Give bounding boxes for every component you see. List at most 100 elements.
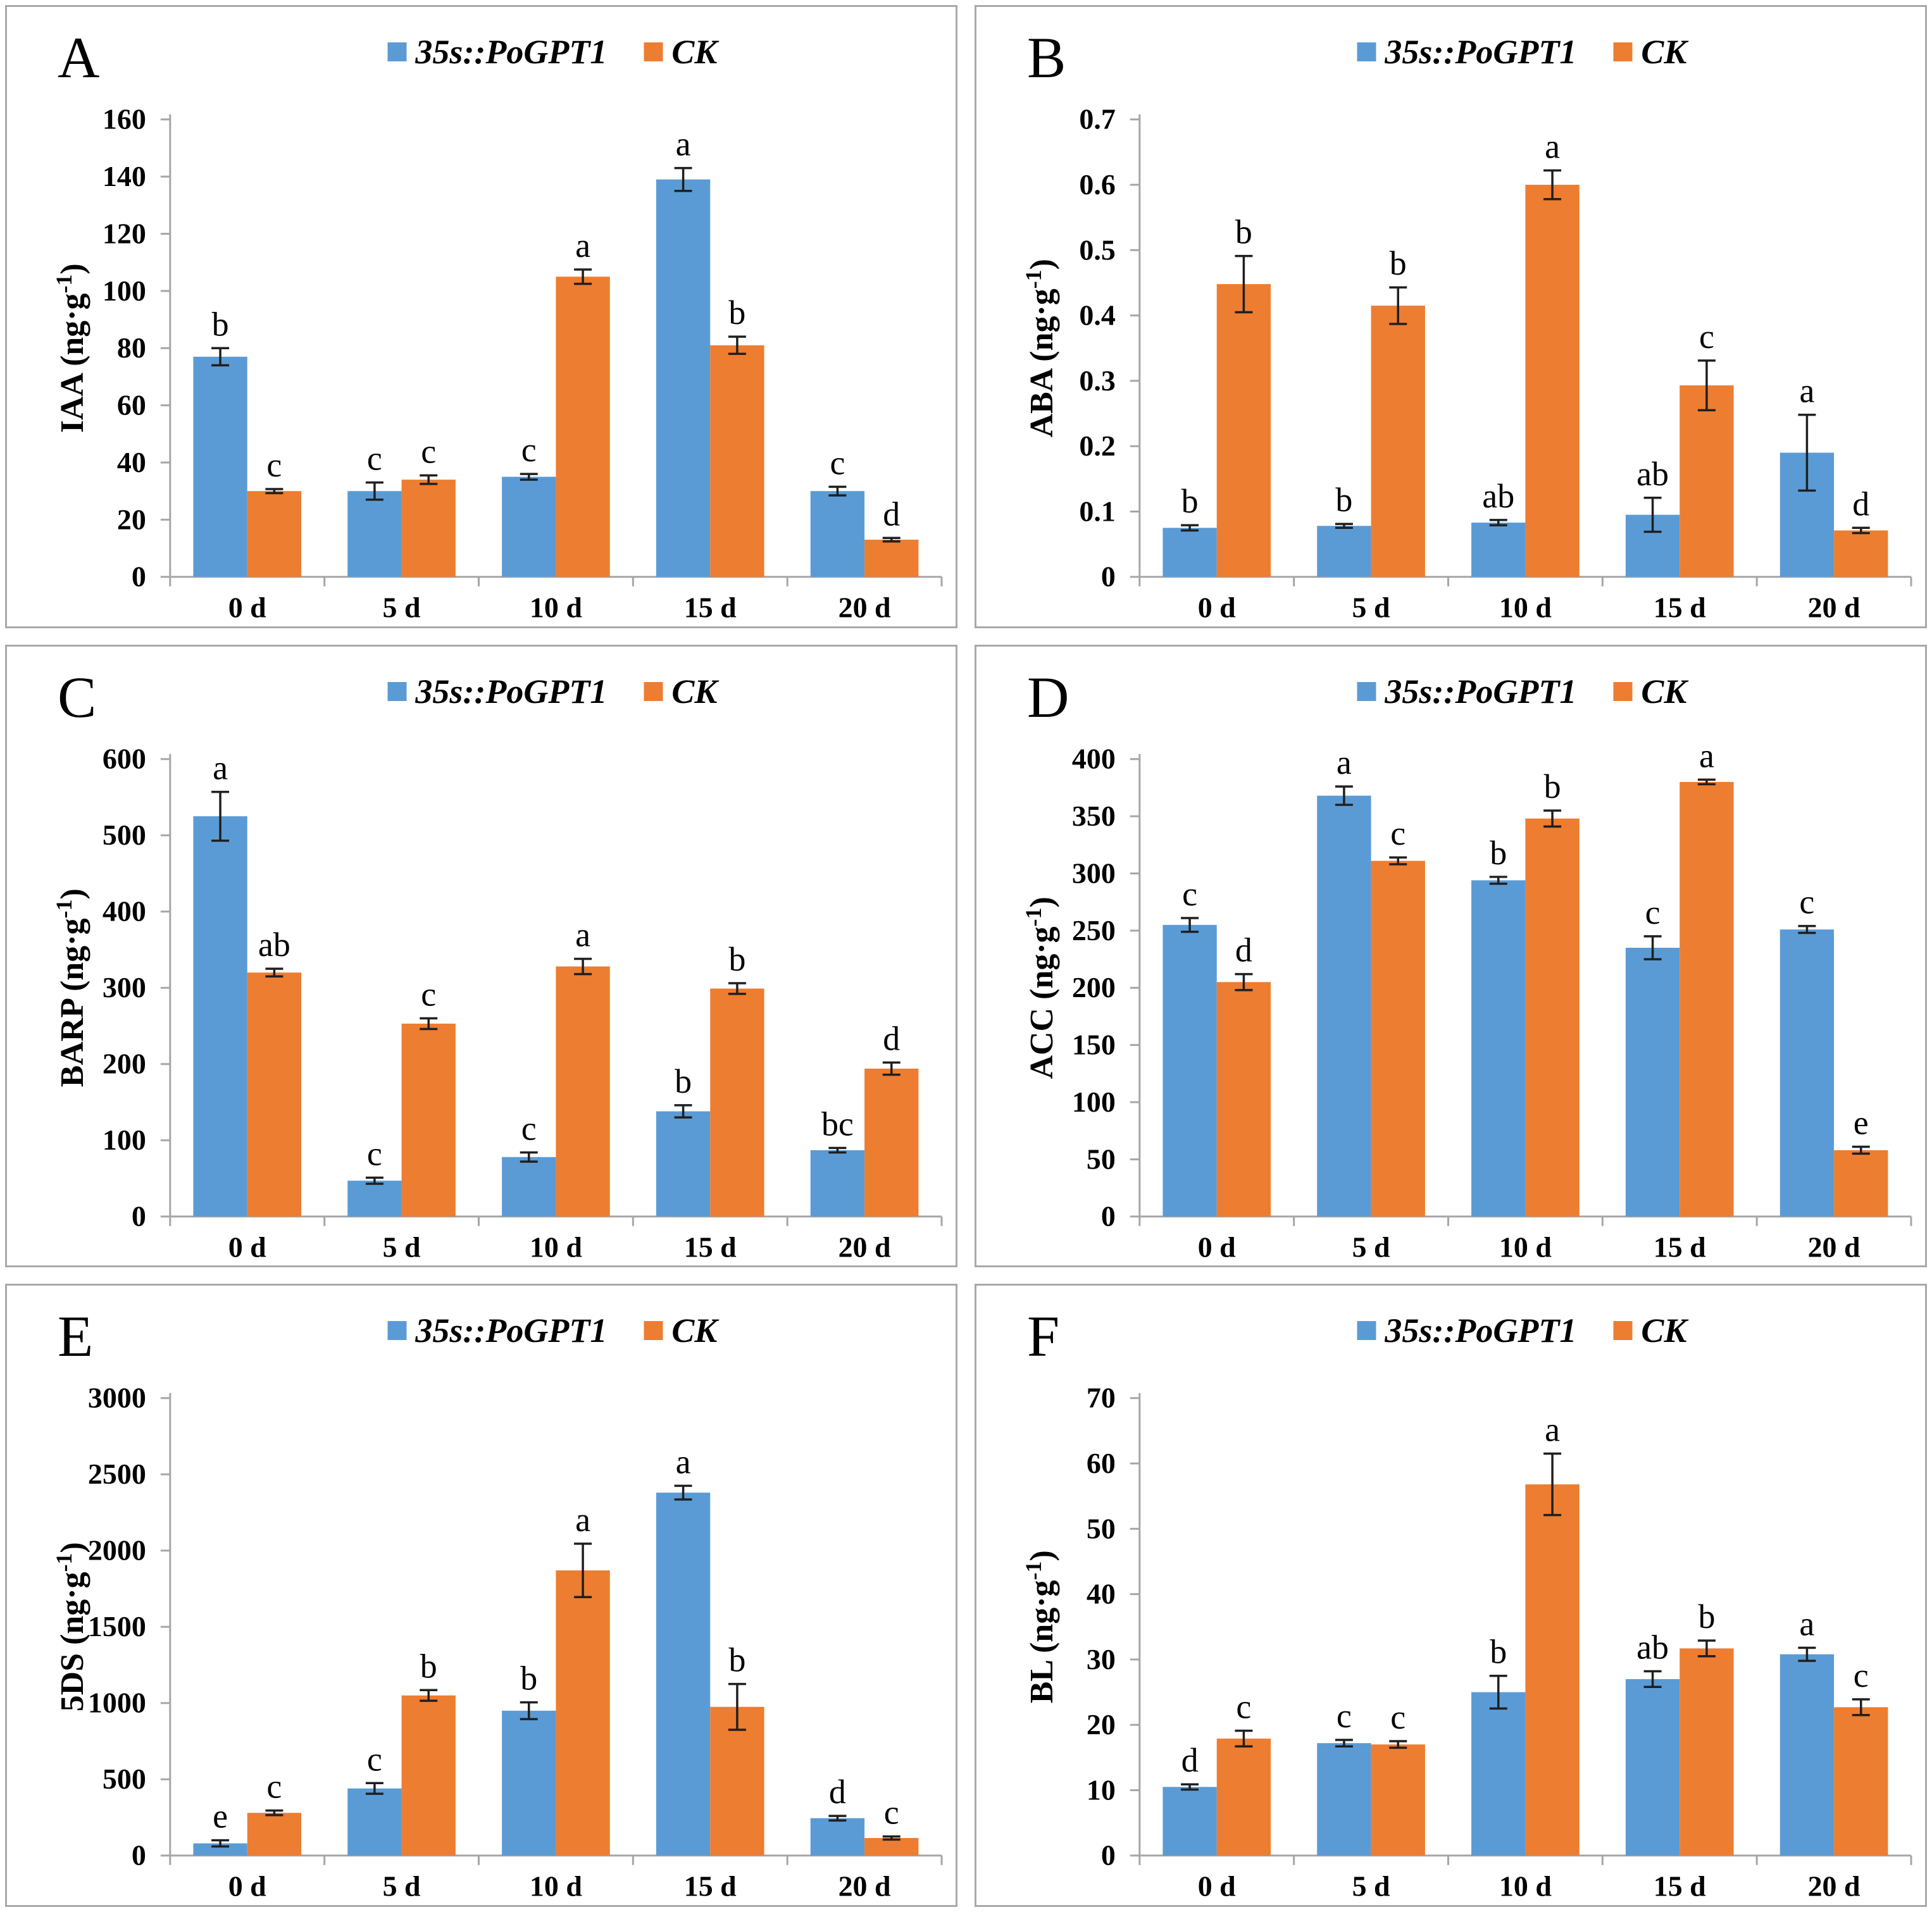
svg-text:150: 150	[1072, 1028, 1116, 1060]
svg-text:bc: bc	[821, 1105, 854, 1143]
legend-label-pogpt1: 35s::PoGPT1	[1385, 33, 1577, 71]
legend-label-pogpt1: 35s::PoGPT1	[415, 33, 608, 71]
svg-text:300: 300	[103, 971, 146, 1003]
svg-text:0: 0	[1101, 1200, 1116, 1232]
svg-text:a: a	[1799, 1605, 1814, 1643]
svg-text:80: 80	[117, 332, 146, 364]
svg-text:5 d: 5 d	[1352, 592, 1390, 624]
panel-letter-a: A	[58, 25, 100, 90]
svg-text:0.6: 0.6	[1079, 168, 1115, 201]
bar-chart-aba: 0 0.1 0.2 0.3 0.4 0.5 0.6 0.7 0 d 5 d 10 d 15 d 20 d…	[1021, 103, 1912, 624]
svg-text:60: 60	[117, 389, 146, 421]
svg-text:c: c	[1699, 318, 1714, 356]
svg-text:15 d: 15 d	[684, 1231, 737, 1263]
legend-swatch-pogpt1	[1357, 681, 1376, 701]
svg-text:b: b	[1490, 1633, 1507, 1671]
legend-swatch-pogpt1	[387, 42, 407, 61]
svg-text:20 d: 20 d	[838, 592, 891, 624]
svg-text:15 d: 15 d	[684, 1870, 737, 1903]
svg-text:20: 20	[117, 503, 146, 535]
svg-text:1000: 1000	[88, 1687, 146, 1719]
svg-text:300: 300	[1072, 857, 1116, 889]
svg-text:50: 50	[1087, 1143, 1116, 1175]
svg-text:40: 40	[1087, 1578, 1116, 1610]
panel-d: D 35s::PoGPT1 CK 0 50 100 150 200 250 300 350 40…	[975, 644, 1927, 1268]
svg-text:120: 120	[103, 218, 146, 250]
legend-swatch-ck	[644, 42, 663, 61]
svg-text:a: a	[1799, 372, 1814, 410]
svg-text:c: c	[830, 444, 845, 481]
legend-c: 35s::PoGPT1 CK	[387, 674, 717, 709]
svg-text:b: b	[728, 940, 745, 978]
svg-text:0 d: 0 d	[1198, 1231, 1236, 1263]
svg-text:2500: 2500	[88, 1458, 146, 1491]
svg-text:10 d: 10 d	[530, 1870, 582, 1903]
svg-text:a: a	[213, 748, 228, 786]
svg-text:20: 20	[1087, 1709, 1116, 1741]
svg-text:15 d: 15 d	[684, 592, 737, 624]
bar-chart-barp: 0 100 200 300 400 500 600 0 d 5 d 10 d 15 d 20 d a c c…	[51, 742, 943, 1263]
legend-swatch-ck	[644, 1321, 663, 1341]
svg-text:a: a	[1337, 743, 1352, 781]
svg-text:10 d: 10 d	[1499, 1231, 1552, 1263]
svg-text:0: 0	[1101, 561, 1116, 593]
svg-text:b: b	[1698, 1598, 1715, 1636]
svg-text:0: 0	[132, 1200, 146, 1232]
svg-text:IAA (ng·g-1): IAA (ng·g-1)	[51, 263, 90, 433]
svg-text:15 d: 15 d	[1654, 592, 1706, 624]
svg-text:b: b	[728, 1641, 745, 1679]
svg-text:60: 60	[1087, 1447, 1116, 1479]
svg-text:d: d	[829, 1773, 846, 1811]
svg-text:0 d: 0 d	[228, 1870, 266, 1903]
legend-swatch-ck	[1613, 42, 1633, 61]
svg-text:d: d	[1852, 485, 1869, 523]
svg-text:0: 0	[1101, 1839, 1116, 1872]
panel-f: F 35s::PoGPT1 CK 0 10 20 30 40 50 60 70 0 d 5 d 10…	[975, 1284, 1927, 1907]
svg-text:350: 350	[1072, 800, 1116, 832]
svg-text:c: c	[1854, 1656, 1869, 1694]
svg-text:c: c	[884, 1794, 899, 1832]
svg-text:d: d	[883, 495, 900, 533]
svg-text:30: 30	[1087, 1643, 1116, 1675]
legend-swatch-ck	[1613, 1321, 1633, 1341]
panel-letter-d: D	[1027, 664, 1069, 729]
svg-text:0: 0	[132, 1839, 146, 1872]
svg-text:5 d: 5 d	[383, 592, 421, 624]
svg-text:b: b	[1544, 767, 1561, 805]
svg-text:70: 70	[1087, 1382, 1116, 1414]
svg-text:15 d: 15 d	[1654, 1231, 1706, 1263]
legend-label-ck: CK	[671, 672, 718, 711]
svg-text:b: b	[1235, 213, 1252, 251]
panel-b: B 35s::PoGPT1 CK 0 0.1 0.2 0.3 0.4 0.5 0.6 0.7 0…	[975, 5, 1927, 628]
svg-text:c: c	[367, 1134, 382, 1172]
svg-text:b: b	[728, 294, 745, 332]
svg-text:200: 200	[1072, 971, 1116, 1003]
panel-letter-b: B	[1027, 25, 1066, 90]
svg-text:400: 400	[103, 895, 146, 927]
legend-b: 35s::PoGPT1 CK	[1357, 35, 1686, 69]
panel-e: E 35s::PoGPT1 CK 0 500 1000 1500 2000 2500 300…	[5, 1284, 957, 1907]
legend-swatch-pogpt1	[1357, 42, 1376, 61]
svg-text:c: c	[1236, 1688, 1251, 1726]
svg-text:c: c	[1337, 1697, 1352, 1735]
svg-text:e: e	[213, 1797, 228, 1835]
svg-text:160: 160	[103, 103, 146, 135]
legend-swatch-ck	[1613, 681, 1633, 701]
panel-a: A 35s::PoGPT1 CK 0 20 40 60 80 100 120 140 160 0 …	[5, 5, 957, 628]
svg-text:2000: 2000	[88, 1534, 146, 1567]
legend-label-ck: CK	[1641, 672, 1687, 711]
svg-text:10 d: 10 d	[1499, 592, 1552, 624]
svg-text:a: a	[1699, 736, 1714, 774]
svg-text:200: 200	[103, 1047, 146, 1079]
svg-text:b: b	[212, 305, 229, 343]
svg-text:e: e	[1854, 1103, 1869, 1141]
bar-chart-iaa: 0 20 40 60 80 100 120 140 160 0 d 5 d 10 d 15 d 20 d b…	[51, 103, 943, 624]
svg-text:ACC (ng·g-1): ACC (ng·g-1)	[1021, 897, 1060, 1079]
legend-f: 35s::PoGPT1 CK	[1357, 1313, 1686, 1348]
svg-text:140: 140	[103, 160, 146, 192]
svg-text:20 d: 20 d	[1808, 1870, 1860, 1903]
svg-text:5DS (ng·g-1): 5DS (ng·g-1)	[51, 1543, 90, 1712]
svg-text:0.1: 0.1	[1079, 495, 1115, 527]
